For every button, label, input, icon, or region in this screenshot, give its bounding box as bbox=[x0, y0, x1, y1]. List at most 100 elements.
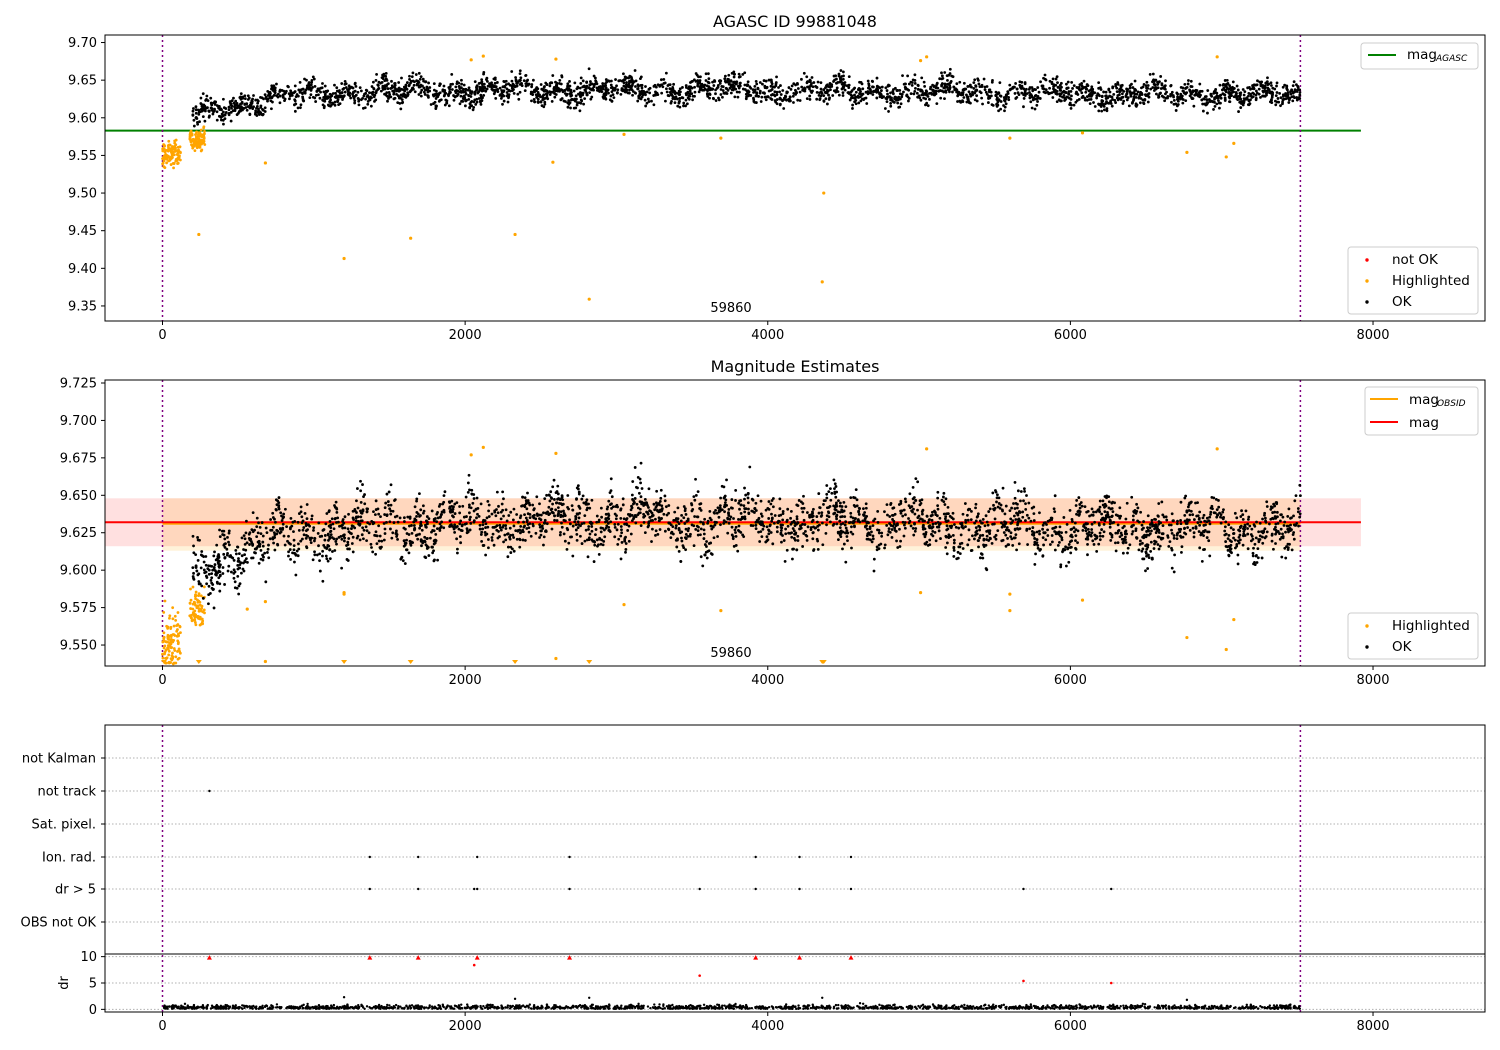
ok-point bbox=[1005, 526, 1009, 529]
ok-point bbox=[448, 87, 452, 91]
ok-point bbox=[355, 499, 358, 503]
ok-point bbox=[662, 512, 666, 516]
ok-point bbox=[499, 97, 503, 100]
ok-point bbox=[715, 511, 719, 515]
ok-point bbox=[1278, 519, 1282, 523]
ok-point bbox=[351, 535, 355, 539]
ok-point bbox=[796, 98, 800, 102]
ok-point bbox=[789, 516, 792, 520]
ok-point bbox=[791, 557, 794, 561]
highlighted-point bbox=[194, 590, 198, 594]
ok-point bbox=[318, 96, 322, 100]
highlighted-point bbox=[197, 131, 201, 135]
ok-point bbox=[1028, 96, 1032, 100]
ok-point bbox=[971, 534, 974, 538]
ok-point bbox=[249, 101, 253, 105]
ok-point bbox=[1053, 494, 1057, 498]
ok-point bbox=[237, 110, 241, 113]
ok-point bbox=[1201, 516, 1205, 520]
ok-point bbox=[514, 78, 518, 82]
ok-point bbox=[1160, 83, 1164, 87]
ok-point bbox=[381, 73, 384, 77]
ok-point bbox=[386, 99, 389, 103]
ok-point bbox=[515, 513, 519, 516]
ok-point bbox=[617, 537, 621, 541]
ok-point bbox=[1073, 521, 1077, 525]
ok-point bbox=[289, 517, 293, 520]
ok-point bbox=[854, 90, 858, 94]
highlighted-outlier bbox=[925, 55, 929, 59]
ok-point bbox=[502, 99, 506, 103]
ok-point bbox=[264, 580, 268, 584]
ok-point bbox=[923, 84, 927, 88]
ok-point bbox=[581, 79, 585, 83]
ok-point bbox=[678, 87, 682, 91]
ok-point bbox=[319, 90, 322, 94]
highlighted-outlier bbox=[342, 256, 346, 261]
ok-point bbox=[296, 94, 300, 98]
ok-point bbox=[468, 503, 471, 507]
ok-point bbox=[829, 498, 833, 502]
ok-point bbox=[630, 77, 634, 81]
ok-point bbox=[328, 95, 332, 99]
ok-point bbox=[1043, 521, 1047, 525]
ok-point bbox=[1146, 545, 1150, 549]
ok-point bbox=[453, 530, 457, 534]
ok-point bbox=[678, 97, 682, 100]
ok-point bbox=[835, 77, 838, 81]
ok-point bbox=[535, 86, 539, 89]
ok-point bbox=[1058, 88, 1062, 92]
ok-point bbox=[937, 523, 941, 527]
ok-point bbox=[294, 102, 298, 106]
ok-point bbox=[647, 100, 651, 103]
ok-point bbox=[1254, 89, 1258, 93]
ok-point bbox=[1246, 522, 1250, 526]
ok-point bbox=[695, 73, 699, 77]
ok-point bbox=[1023, 92, 1027, 96]
ok-point bbox=[1292, 95, 1295, 98]
ok-point bbox=[909, 524, 913, 528]
ok-point bbox=[1030, 95, 1034, 99]
ok-point bbox=[1007, 98, 1011, 102]
ok-point bbox=[752, 96, 755, 100]
ok-point bbox=[461, 90, 465, 94]
ok-point bbox=[1135, 92, 1139, 96]
ok-point bbox=[672, 82, 676, 86]
ok-point bbox=[1099, 88, 1103, 91]
ok-point bbox=[1011, 544, 1015, 547]
ok-point bbox=[1072, 103, 1076, 107]
ok-point bbox=[1205, 98, 1209, 101]
ok-point bbox=[826, 102, 829, 106]
ok-point bbox=[1298, 88, 1302, 92]
ok-point bbox=[983, 85, 987, 89]
ok-point bbox=[942, 512, 946, 516]
ok-point bbox=[798, 99, 802, 102]
ok-point bbox=[724, 86, 728, 90]
ok-point bbox=[375, 89, 378, 93]
ok-point bbox=[1071, 87, 1074, 90]
ok-point bbox=[395, 92, 398, 96]
ok-point bbox=[664, 71, 668, 75]
ok-point bbox=[844, 520, 848, 524]
ok-point bbox=[542, 543, 545, 547]
highlighted-point bbox=[163, 157, 167, 161]
agasc-legend-highlighted: Highlighted bbox=[1392, 273, 1470, 289]
ok-point bbox=[363, 502, 367, 506]
ok-point bbox=[905, 87, 908, 91]
ok-point bbox=[559, 88, 563, 91]
highlighted-point bbox=[164, 648, 168, 652]
ok-point bbox=[1286, 542, 1290, 546]
ok-point bbox=[397, 81, 401, 84]
ok-point bbox=[673, 101, 677, 105]
ok-point bbox=[583, 514, 587, 518]
ok-point bbox=[1068, 96, 1071, 100]
highlighted-point bbox=[196, 134, 200, 138]
ok-point bbox=[1180, 545, 1184, 549]
ok-point bbox=[227, 105, 231, 109]
ok-point bbox=[850, 94, 854, 98]
ok-point bbox=[313, 550, 316, 554]
ok-point bbox=[811, 85, 815, 89]
highlighted-point bbox=[194, 594, 198, 598]
ok-point bbox=[1181, 535, 1185, 539]
ok-point bbox=[1021, 515, 1025, 519]
